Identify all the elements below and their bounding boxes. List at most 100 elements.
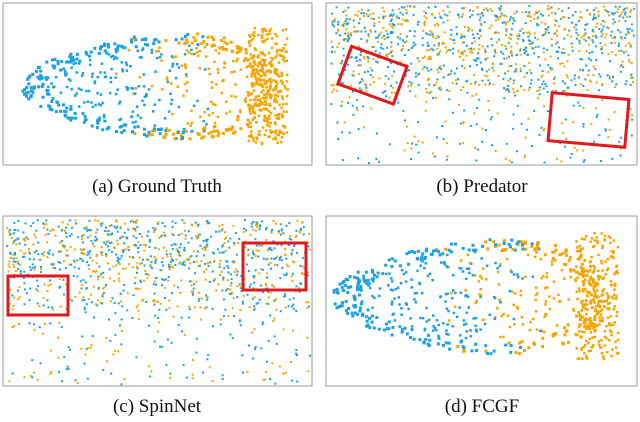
point — [256, 221, 259, 224]
point — [184, 66, 187, 70]
point — [174, 76, 178, 80]
point — [471, 243, 475, 247]
point — [296, 354, 298, 357]
point — [584, 307, 587, 310]
point — [236, 114, 240, 118]
point — [535, 243, 539, 247]
point — [526, 128, 529, 131]
point — [559, 62, 562, 65]
point — [589, 349, 592, 352]
point — [364, 270, 368, 274]
point — [105, 337, 108, 339]
point — [80, 347, 83, 350]
point — [629, 108, 632, 111]
point — [195, 255, 198, 258]
point — [581, 299, 584, 303]
point — [445, 332, 448, 336]
point — [362, 105, 365, 108]
point — [467, 267, 471, 270]
point — [99, 222, 102, 225]
point — [171, 65, 174, 68]
point — [249, 98, 252, 102]
point — [66, 254, 69, 257]
point — [288, 237, 291, 240]
point — [412, 337, 416, 341]
point — [272, 320, 275, 322]
point — [536, 16, 539, 19]
point — [292, 303, 295, 306]
point — [173, 137, 177, 141]
point — [589, 331, 593, 334]
point — [503, 57, 506, 60]
point — [262, 290, 265, 293]
point — [294, 236, 297, 239]
point — [268, 93, 272, 96]
point — [220, 229, 223, 232]
point — [202, 40, 206, 43]
point — [347, 22, 350, 25]
point — [255, 136, 258, 139]
point — [221, 251, 224, 254]
point — [424, 109, 427, 112]
point — [211, 102, 215, 106]
point — [548, 7, 551, 10]
point — [255, 98, 258, 102]
point — [165, 127, 168, 130]
point — [154, 277, 157, 280]
point — [470, 262, 473, 265]
point — [582, 321, 586, 325]
point — [63, 246, 66, 249]
point — [274, 299, 277, 302]
point — [586, 23, 589, 26]
point — [390, 45, 393, 48]
point — [550, 38, 553, 40]
point — [340, 285, 344, 289]
point — [442, 9, 445, 12]
point — [588, 337, 592, 341]
point — [620, 136, 623, 139]
point — [202, 254, 205, 257]
point — [440, 17, 443, 20]
point — [344, 9, 347, 12]
point — [524, 240, 527, 244]
point — [70, 233, 73, 236]
point — [38, 77, 42, 81]
point — [629, 43, 632, 46]
point — [572, 307, 575, 311]
point — [150, 51, 154, 54]
point — [180, 64, 184, 67]
point — [494, 261, 497, 265]
point — [64, 114, 68, 118]
point — [577, 101, 580, 104]
point — [84, 118, 88, 122]
point — [120, 330, 123, 332]
point — [98, 265, 101, 268]
point — [505, 142, 508, 145]
panel-frame — [325, 2, 638, 166]
point — [619, 70, 622, 73]
point — [22, 238, 25, 241]
point — [182, 261, 185, 264]
point — [239, 68, 242, 71]
point — [249, 135, 252, 139]
point — [270, 56, 273, 60]
point — [586, 9, 589, 12]
point — [600, 232, 603, 235]
point — [277, 113, 280, 117]
point — [236, 273, 238, 276]
point — [333, 18, 336, 21]
point — [598, 316, 601, 319]
point — [181, 263, 184, 265]
point — [369, 67, 372, 70]
point — [211, 251, 214, 254]
point — [384, 90, 387, 93]
point — [594, 309, 598, 313]
point — [569, 156, 572, 159]
point — [131, 121, 135, 124]
caption: (b) Predator — [436, 176, 528, 197]
point — [572, 121, 575, 124]
point — [588, 318, 591, 321]
point — [285, 224, 288, 227]
point — [555, 42, 557, 45]
point — [169, 376, 172, 379]
